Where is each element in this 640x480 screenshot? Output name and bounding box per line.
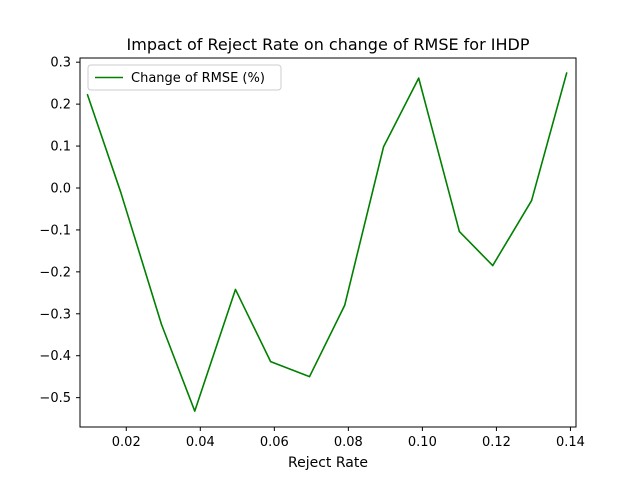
- data-point-11: [492, 264, 494, 267]
- data-point-9: [418, 77, 420, 79]
- x-tick-label: 0.10: [408, 435, 437, 450]
- data-point-2: [160, 323, 163, 325]
- y-tick-label: −0.2: [39, 265, 71, 280]
- y-tick-label: −0.5: [39, 391, 71, 406]
- y-tick-label: −0.1: [39, 223, 71, 238]
- x-tick-label: 0.08: [334, 435, 363, 450]
- legend-entry-label: Change of RMSE (%): [131, 71, 265, 86]
- data-point-1: [120, 191, 122, 193]
- series-line-change-of-rmse: [86, 72, 568, 412]
- chart-title: Impact of Reject Rate on change of RMSE …: [127, 35, 530, 54]
- x-tick-label: 0.04: [186, 435, 215, 450]
- x-tick-label: 0.12: [482, 435, 511, 450]
- y-tick-label: 0.2: [50, 98, 71, 113]
- data-point-5: [270, 360, 272, 363]
- x-tick-label: 0.14: [556, 435, 585, 450]
- y-tick-label: 0.3: [50, 56, 71, 71]
- plot-frame: [79, 57, 577, 428]
- y-tick-label: 0.1: [50, 140, 71, 155]
- data-point-4: [234, 288, 237, 291]
- x-axis-ticks: 0.02 0.04 0.06 0.08 0.10 0.12 0.14: [112, 427, 585, 450]
- data-point-3: [194, 410, 196, 412]
- series-vertices: [86, 72, 568, 412]
- y-tick-label: −0.4: [39, 349, 71, 364]
- legend-box: [87, 64, 282, 91]
- legend: Change of RMSE (%): [87, 64, 282, 91]
- data-point-12: [530, 199, 533, 202]
- data-point-13: [566, 72, 568, 74]
- data-point-7: [344, 304, 346, 306]
- plot-area: [79, 57, 577, 428]
- y-tick-label: −0.3: [39, 307, 71, 322]
- x-tick-label: 0.02: [112, 435, 141, 450]
- data-point-10: [458, 230, 461, 233]
- data-point-6: [308, 376, 311, 378]
- plot-background: [80, 58, 576, 427]
- y-axis-ticks: −0.5 −0.4 −0.3 −0.2 −0.1 0.0 0.1 0.2 0.3: [39, 56, 80, 406]
- data-point-0: [86, 93, 89, 96]
- x-tick-label: 0.06: [260, 435, 289, 450]
- x-axis-label: Reject Rate: [288, 455, 368, 471]
- y-tick-label: 0.0: [50, 181, 71, 196]
- data-point-8: [382, 146, 385, 148]
